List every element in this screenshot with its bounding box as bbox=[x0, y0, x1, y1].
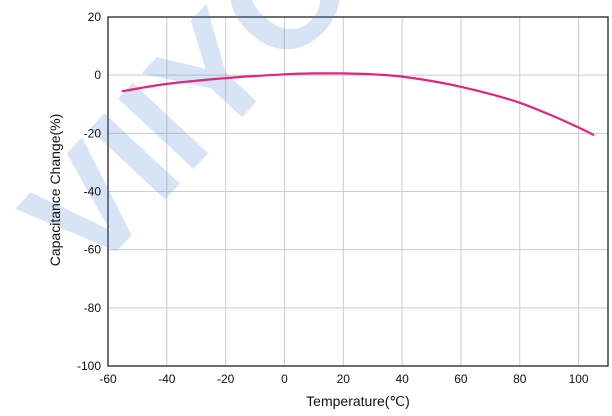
x-tick-label: -40 bbox=[158, 372, 176, 386]
x-tick-label: 60 bbox=[454, 372, 468, 386]
series-line bbox=[121, 72, 595, 136]
y-tick-label: 0 bbox=[94, 68, 101, 82]
y-tick-labels: 20 0 -20 -40 -60 -80 -100 bbox=[77, 10, 101, 373]
x-tick-label: 40 bbox=[395, 372, 409, 386]
x-tick-label: 0 bbox=[281, 372, 288, 386]
y-tick-label: -100 bbox=[77, 359, 101, 373]
x-tick-label: -20 bbox=[217, 372, 235, 386]
y-tick-label: 20 bbox=[88, 10, 102, 24]
x-tick-label: -60 bbox=[99, 372, 117, 386]
x-tick-labels: -60 -40 -20 0 20 40 60 80 100 bbox=[99, 372, 589, 386]
x-tick-label: 80 bbox=[513, 372, 527, 386]
y-axis-label: Capacitance Change(%) bbox=[47, 114, 63, 267]
y-tick-label: -60 bbox=[84, 243, 102, 257]
x-tick-label: 100 bbox=[569, 372, 589, 386]
y-tick-label: -80 bbox=[84, 301, 102, 315]
x-axis-label: Temperature(℃) bbox=[306, 393, 410, 409]
y-tick-label: -20 bbox=[84, 126, 102, 140]
x-tick-label: 20 bbox=[337, 372, 351, 386]
plot-frame bbox=[107, 16, 609, 367]
y-tick-label: -40 bbox=[84, 185, 102, 199]
series-layer bbox=[121, 72, 595, 136]
